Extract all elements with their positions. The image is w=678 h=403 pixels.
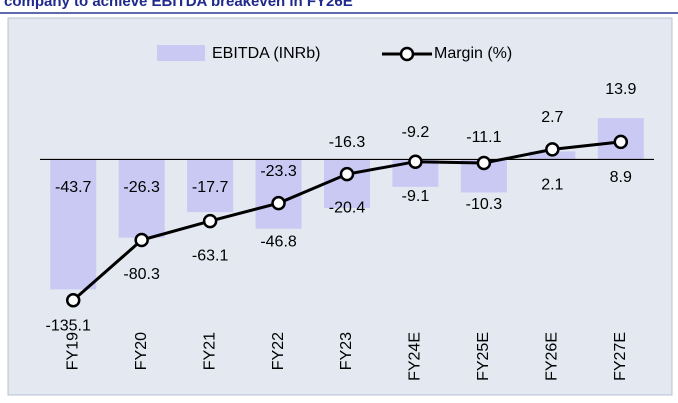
line-value-label: -135.1 <box>46 318 91 335</box>
legend-label: EBITDA (INRb) <box>212 45 320 62</box>
x-tick-label: FY23 <box>338 332 355 370</box>
line-value-label: -80.3 <box>123 266 160 283</box>
line-value-label: -20.4 <box>329 199 366 216</box>
bar-value-label: -26.3 <box>123 179 160 196</box>
bar-value-label: -9.2 <box>402 124 430 141</box>
x-tick-label: FY20 <box>133 332 150 370</box>
bar-value-label: -23.3 <box>260 163 297 180</box>
x-tick-label: FY26E <box>544 332 561 381</box>
x-tick-label: FY21 <box>201 332 218 370</box>
x-tick-label: FY19 <box>64 332 81 370</box>
bar-value-label: -17.7 <box>192 179 229 196</box>
legend-label: Margin (%) <box>434 45 512 62</box>
line-value-label: -9.1 <box>402 188 430 205</box>
line-value-label: 8.9 <box>610 169 632 186</box>
bar <box>50 159 97 290</box>
line-value-label: 2.1 <box>541 177 563 194</box>
bar-value-label: -11.1 <box>466 129 501 146</box>
margin-marker <box>65 293 81 308</box>
margin-marker <box>545 142 560 157</box>
x-tick-label: FY24E <box>407 332 424 381</box>
x-tick-label: FY22 <box>270 332 287 370</box>
line-value-label: -46.8 <box>260 233 297 250</box>
margin-marker <box>613 134 629 150</box>
legend-swatch <box>157 45 205 61</box>
chart-title: company to achieve EBITDA breakeven in F… <box>4 0 353 10</box>
bar-value-label: -16.3 <box>329 134 366 151</box>
bar-value-label: -43.7 <box>55 179 92 196</box>
margin-marker <box>408 154 423 169</box>
margin-marker <box>134 232 149 248</box>
line-value-label: -63.1 <box>192 247 229 264</box>
bar <box>255 159 302 229</box>
margin-marker <box>339 166 355 182</box>
line-value-label: -10.3 <box>466 196 503 213</box>
margin-marker <box>202 213 218 229</box>
x-tick-label: FY27E <box>612 332 629 381</box>
bar-value-label: 13.9 <box>605 81 636 98</box>
legend-marker <box>399 46 415 62</box>
bar <box>118 159 165 238</box>
bar-value-label: 2.7 <box>541 109 563 126</box>
margin-marker <box>476 155 492 171</box>
bar <box>187 159 234 213</box>
x-tick-label: FY25E <box>475 332 492 381</box>
margin-marker <box>271 195 286 211</box>
